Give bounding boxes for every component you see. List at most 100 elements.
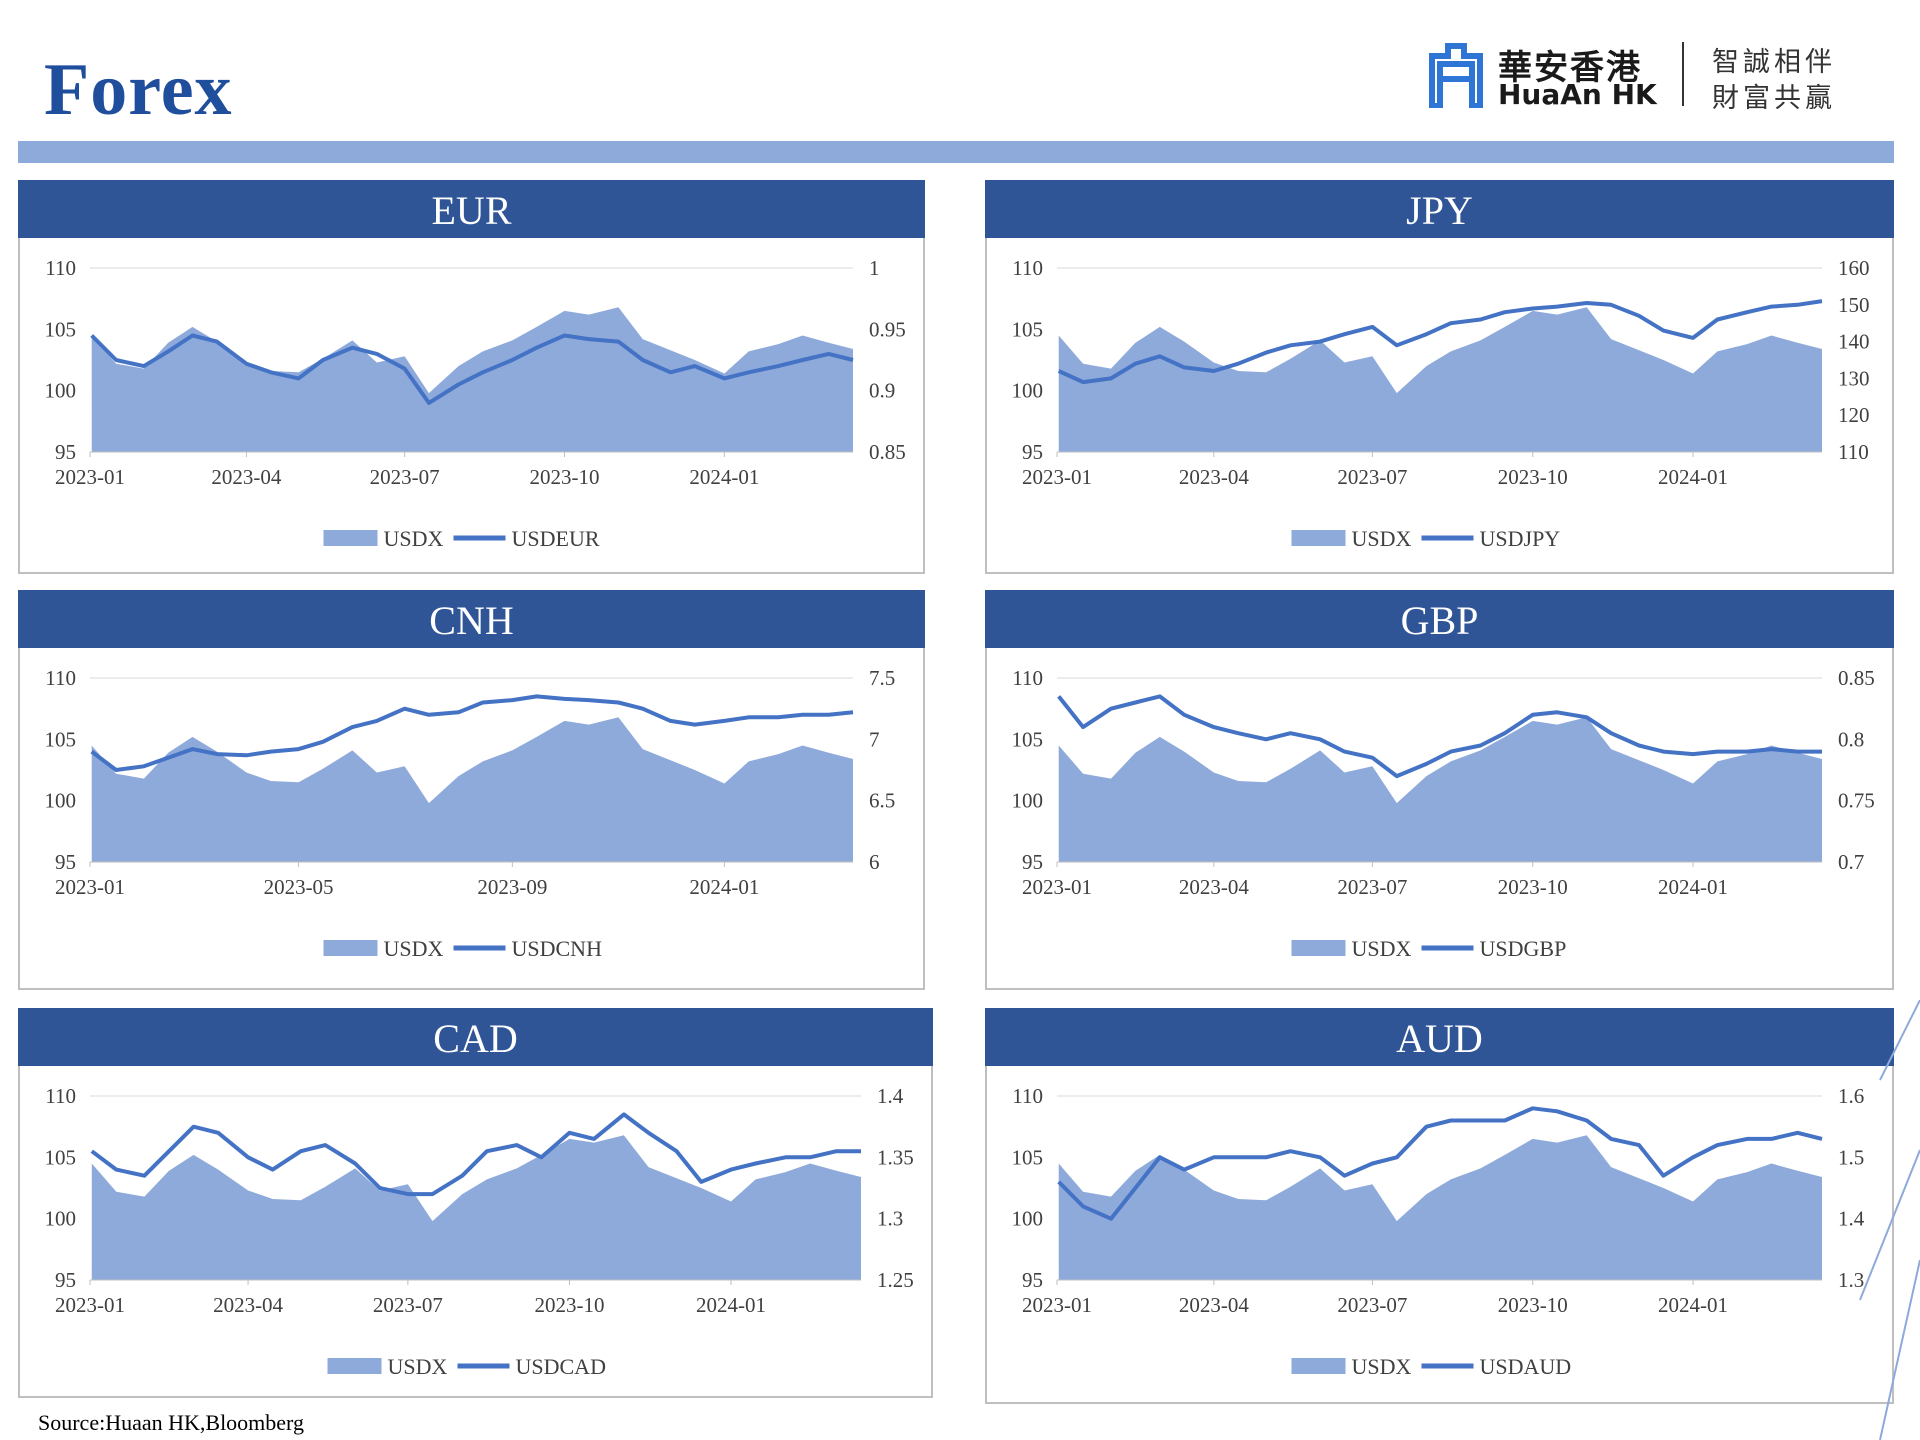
legend-label: USDGBP — [1480, 936, 1567, 961]
series-line-usdaud — [1057, 1106, 1823, 1221]
chart-aud: 110 105 100 95 1.6 1.5 1.4 1.3 2023-01 2023-04 202… — [1012, 1084, 1865, 1379]
logo-slogan-line1: 智誠相伴 — [1712, 47, 1836, 78]
y-left-tick-label: 105 — [45, 727, 77, 751]
legend-label: USDX — [1352, 1354, 1412, 1379]
huaan-logo-icon — [1429, 43, 1483, 108]
chart-title: AUD — [985, 1008, 1894, 1066]
y-left-tick-label: 95 — [1022, 440, 1043, 464]
x-tick-label: 2023-10 — [1498, 465, 1568, 489]
chart-panel-jpy: JPY 110 105 100 95 160 150 140 130 120 110 2023-01… — [985, 180, 1894, 574]
series-line-usdcad — [90, 1112, 861, 1197]
x-tick-label: 2023-01 — [55, 875, 125, 899]
y-left-tick-label: 100 — [1012, 1207, 1044, 1231]
y-right-tick-label: 7.5 — [869, 666, 895, 690]
y-left-tick-label: 95 — [1022, 1268, 1043, 1292]
y-right-tick-label: 6.5 — [869, 789, 895, 813]
logo-name-en: HuaAn HK — [1498, 78, 1657, 111]
y-left-tick-label: 100 — [1012, 379, 1044, 403]
y-left-tick-label: 110 — [45, 666, 76, 690]
y-left-tick-label: 105 — [45, 1145, 77, 1169]
y-right-tick-label: 6 — [869, 850, 880, 874]
y-right-tick-label: 1.3 — [1838, 1268, 1864, 1292]
y-right-tick-label: 120 — [1838, 403, 1870, 427]
chart-title: CNH — [18, 590, 925, 648]
x-tick-label: 2023-07 — [1337, 875, 1407, 899]
chart-eur: 110 105 100 95 1 0.95 0.9 0.85 2023-01 2023-04 202… — [45, 256, 906, 551]
series-area-usdx — [91, 1135, 861, 1280]
y-left-tick-label: 105 — [1012, 317, 1044, 341]
x-tick-label: 2024-01 — [1658, 875, 1728, 899]
x-tick-label: 2023-07 — [370, 465, 440, 489]
legend-swatch-area — [1291, 1358, 1346, 1374]
x-tick-label: 2024-01 — [689, 465, 759, 489]
series-line-usdeur — [90, 333, 854, 405]
y-left-tick-label: 110 — [1012, 666, 1043, 690]
series-area-usdx — [91, 717, 853, 862]
legend-swatch-area — [1291, 530, 1346, 546]
x-tick-label: 2023-04 — [211, 465, 281, 489]
y-right-tick-label: 1.25 — [877, 1268, 914, 1292]
x-tick-label: 2023-01 — [1022, 1293, 1092, 1317]
legend-label: USDX — [1352, 526, 1412, 551]
y-right-tick-label: 7 — [869, 727, 880, 751]
y-right-tick-label: 1.4 — [877, 1084, 904, 1108]
y-right-tick-label: 1.35 — [877, 1145, 914, 1169]
logo-slogan-line2: 財富共贏 — [1712, 83, 1836, 114]
y-left-tick-label: 100 — [45, 789, 77, 813]
chart-title: GBP — [985, 590, 1894, 648]
chart-gbp: 110 105 100 95 0.85 0.8 0.75 0.7 2023-01 2023-04 2… — [1012, 666, 1875, 961]
y-right-tick-label: 1.5 — [1838, 1145, 1864, 1169]
y-left-tick-label: 110 — [1012, 256, 1043, 280]
x-tick-label: 2023-04 — [1179, 875, 1249, 899]
y-left-tick-label: 105 — [1012, 1145, 1044, 1169]
y-right-tick-label: 0.7 — [1838, 850, 1864, 874]
page-title: Forex — [44, 49, 233, 131]
x-tick-label: 2024-01 — [689, 875, 759, 899]
chart-panel-cad: CAD 110 105 100 95 1.4 1.35 1.3 1.25 2023-01 2023… — [18, 1008, 933, 1398]
y-right-tick-label: 0.95 — [869, 317, 906, 341]
y-left-tick-label: 105 — [1012, 727, 1044, 751]
x-tick-label: 2023-05 — [264, 875, 334, 899]
chart-jpy: 110 105 100 95 160 150 140 130 120 110 2023-01 2023… — [1012, 256, 1870, 551]
logo-divider — [1682, 42, 1684, 106]
decorative-corner-graphic — [1859, 1000, 1920, 1440]
y-left-tick-label: 105 — [45, 317, 77, 341]
x-tick-label: 2023-04 — [1179, 465, 1249, 489]
legend-label: USDAUD — [1480, 1354, 1572, 1379]
x-tick-label: 2024-01 — [1658, 465, 1728, 489]
x-tick-label: 2024-01 — [1658, 1293, 1728, 1317]
y-right-tick-label: 140 — [1838, 330, 1870, 354]
legend-swatch-area — [1291, 940, 1346, 956]
source-note: Source:Huaan HK,Bloomberg — [38, 1410, 304, 1435]
series-area-usdx — [1058, 1135, 1822, 1280]
legend-label: USDX — [384, 526, 444, 551]
y-right-tick-label: 0.75 — [1838, 789, 1875, 813]
y-left-tick-label: 100 — [45, 1207, 77, 1231]
header-divider-bar — [18, 141, 1894, 163]
y-right-tick-label: 160 — [1838, 256, 1870, 280]
y-left-tick-label: 110 — [45, 256, 76, 280]
y-right-tick-label: 1.4 — [1838, 1207, 1865, 1231]
x-tick-label: 2023-10 — [1498, 1293, 1568, 1317]
x-tick-label: 2023-10 — [1498, 875, 1568, 899]
y-left-tick-label: 110 — [1012, 1084, 1043, 1108]
chart-panel-gbp: GBP 110 105 100 95 0.85 0.8 0.75 0.7 2023-01 2023… — [985, 590, 1894, 990]
logo-name-zh: 華安香港 — [1498, 48, 1642, 88]
y-left-tick-label: 95 — [55, 440, 76, 464]
x-tick-label: 2023-10 — [534, 1293, 604, 1317]
x-tick-label: 2023-10 — [529, 465, 599, 489]
company-logo: 華安香港 HuaAn HK 智誠相伴 財富共贏 — [1426, 40, 1846, 114]
x-tick-label: 2023-04 — [1179, 1293, 1249, 1317]
chart-title: EUR — [18, 180, 925, 238]
chart-title: JPY — [985, 180, 1894, 238]
x-tick-label: 2023-07 — [1337, 1293, 1407, 1317]
y-right-tick-label: 0.8 — [1838, 727, 1864, 751]
chart-panel-aud: AUD 110 105 100 95 1.6 1.5 1.4 1.3 2023-01 2023-0… — [985, 1008, 1894, 1404]
chart-cnh: 110 105 100 95 7.5 7 6.5 6 2023-01 2023-05 2023-09… — [45, 666, 896, 961]
y-right-tick-label: 0.85 — [869, 440, 906, 464]
series-area-usdx — [1058, 717, 1822, 862]
y-right-tick-label: 110 — [1838, 440, 1869, 464]
legend-label: USDEUR — [512, 526, 600, 551]
y-right-tick-label: 0.9 — [869, 379, 895, 403]
y-right-tick-label: 130 — [1838, 366, 1870, 390]
